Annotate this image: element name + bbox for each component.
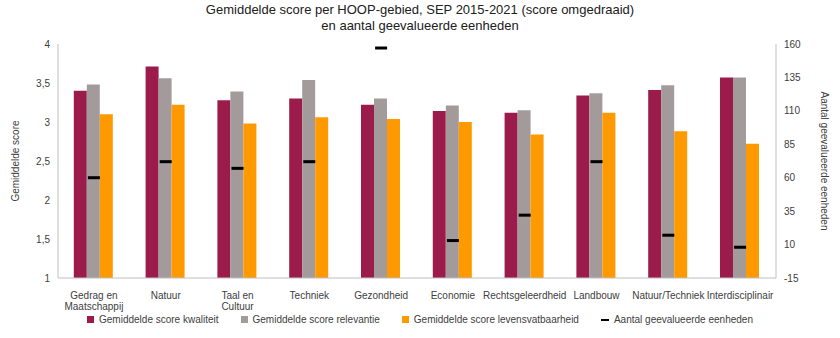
svg-text:-15: -15 bbox=[784, 273, 799, 284]
svg-text:Aantal geevalueerde eenheden: Aantal geevalueerde eenheden bbox=[819, 91, 830, 230]
html-text:Gemiddelde score relevantie: Gemiddelde score relevantie bbox=[252, 314, 380, 325]
svg-text:85: 85 bbox=[784, 139, 796, 150]
svg-text:2: 2 bbox=[44, 195, 50, 206]
svg-text:4: 4 bbox=[44, 39, 50, 50]
svg-text:1: 1 bbox=[44, 273, 50, 284]
svg-text:Gemiddelde score: Gemiddelde score bbox=[10, 120, 21, 202]
svg-text:Rechtsgeleerdheid: Rechtsgeleerdheid bbox=[483, 290, 566, 301]
svg-text:35: 35 bbox=[784, 206, 796, 217]
svg-text:60: 60 bbox=[784, 172, 796, 183]
html-text:Gemiddelde score per HOOP-gebi: Gemiddelde score per HOOP-gebied, SEP 20… bbox=[205, 2, 635, 17]
svg-text:3: 3 bbox=[44, 117, 50, 128]
svg-text:Gedrag enMaatschappij: Gedrag enMaatschappij bbox=[64, 290, 123, 312]
html-text:Gemiddelde score levensvatbaar: Gemiddelde score levensvatbaarheid bbox=[413, 314, 579, 325]
svg-text:1,5: 1,5 bbox=[36, 234, 50, 245]
html-text:en aantal geevalueerde eenhede: en aantal geevalueerde eenheden bbox=[321, 18, 519, 33]
svg-text:Taal enCultuur: Taal enCultuur bbox=[221, 290, 254, 312]
html-text:Aantal geevalueerde eenheden: Aantal geevalueerde eenheden bbox=[613, 314, 753, 325]
svg-text:135: 135 bbox=[784, 72, 801, 83]
svg-text:Gezondheid: Gezondheid bbox=[354, 290, 408, 301]
svg-text:160: 160 bbox=[784, 39, 801, 50]
svg-text:Economie: Economie bbox=[431, 290, 476, 301]
svg-text:Natuur/Techniek: Natuur/Techniek bbox=[632, 290, 705, 301]
svg-text:2,5: 2,5 bbox=[36, 156, 50, 167]
html-text:Gemiddelde score kwaliteit: Gemiddelde score kwaliteit bbox=[99, 314, 219, 325]
svg-text:Techniek: Techniek bbox=[290, 290, 330, 301]
svg-text:110: 110 bbox=[784, 105, 800, 116]
svg-text:3,5: 3,5 bbox=[36, 78, 50, 89]
svg-text:Landbouw: Landbouw bbox=[573, 290, 620, 301]
svg-text:Interdisciplinair: Interdisciplinair bbox=[707, 290, 774, 301]
svg-text:Natuur: Natuur bbox=[151, 290, 182, 301]
svg-text:10: 10 bbox=[784, 239, 796, 250]
